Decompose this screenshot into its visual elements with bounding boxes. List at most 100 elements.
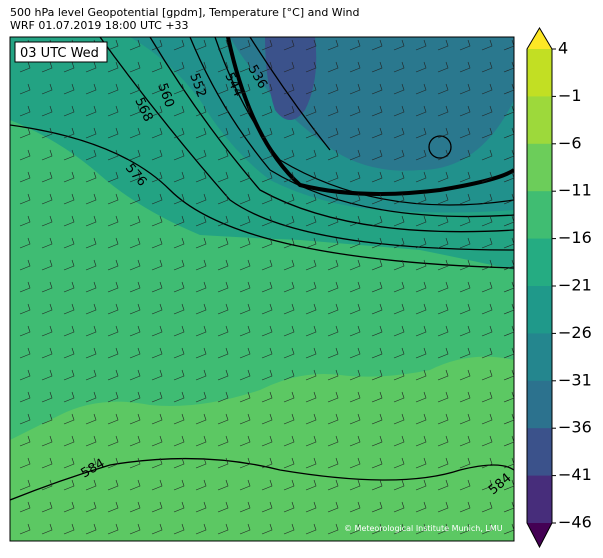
wind-barb	[415, 303, 427, 315]
colorbar-tick-label: −46	[558, 513, 592, 532]
wind-barb	[437, 105, 449, 117]
wind-barb	[327, 347, 339, 359]
wind-barb	[481, 369, 493, 381]
wind-barb	[217, 391, 229, 403]
colorbar-tick-label: −31	[558, 370, 592, 389]
wind-barb	[327, 193, 339, 205]
wind-barb	[239, 61, 251, 73]
wind-barb	[239, 193, 251, 205]
wind-barb	[459, 237, 471, 249]
wind-barb	[195, 193, 207, 205]
wind-barb	[107, 325, 119, 337]
wind-barb	[459, 127, 471, 139]
wind-barb	[173, 325, 185, 337]
wind-barb	[305, 61, 317, 73]
map-frame	[9, 36, 515, 542]
wind-barb	[459, 171, 471, 183]
wind-barb	[63, 237, 75, 249]
wind-barb	[19, 281, 31, 293]
wind-barb	[129, 523, 141, 535]
wind-barb	[371, 303, 383, 315]
wind-barb	[459, 523, 471, 535]
wind-barb	[305, 83, 317, 95]
wind-barb	[415, 237, 427, 249]
wind-barb	[415, 435, 427, 447]
wind-barb	[437, 523, 449, 535]
wind-barb	[371, 523, 383, 535]
wind-barb	[107, 479, 119, 491]
colorbar-band	[527, 333, 552, 382]
wind-barb	[107, 39, 119, 51]
wind-barb	[107, 215, 119, 227]
wind-barb	[393, 149, 405, 161]
wind-barb	[151, 171, 163, 183]
wind-barb	[283, 391, 295, 403]
wind-barb	[217, 83, 229, 95]
wind-barb	[371, 105, 383, 117]
colorbar-band	[527, 143, 552, 192]
wind-barb	[195, 237, 207, 249]
wind-barb	[283, 215, 295, 227]
wind-barb	[437, 479, 449, 491]
wind-barb	[415, 215, 427, 227]
wind-barb	[349, 259, 361, 271]
wind-barb	[261, 435, 273, 447]
wind-barb	[459, 391, 471, 403]
wind-barb	[195, 215, 207, 227]
wind-barb	[63, 61, 75, 73]
wind-barb	[63, 435, 75, 447]
wind-barb	[261, 149, 273, 161]
wind-barb	[151, 259, 163, 271]
wind-barb	[283, 127, 295, 139]
wind-barb	[459, 413, 471, 425]
wind-barb	[393, 39, 405, 51]
colorbar-band	[527, 286, 552, 334]
wind-barb	[107, 61, 119, 73]
wind-barb	[217, 281, 229, 293]
wind-barb	[41, 369, 53, 381]
wind-barb	[85, 237, 97, 249]
wind-barb	[19, 457, 31, 469]
wind-barb	[393, 215, 405, 227]
wind-barb	[217, 369, 229, 381]
wind-barb	[173, 435, 185, 447]
wind-barb	[327, 303, 339, 315]
wind-barb	[349, 215, 361, 227]
wind-barb	[173, 149, 185, 161]
wind-barb	[129, 215, 141, 227]
wind-barb	[481, 105, 493, 117]
wind-barb	[481, 61, 493, 73]
wind-barb	[239, 105, 251, 117]
wind-barb	[305, 303, 317, 315]
wind-barb	[437, 347, 449, 359]
wind-barb	[393, 347, 405, 359]
wind-barb	[371, 457, 383, 469]
wind-barb	[459, 259, 471, 271]
wind-barb	[173, 457, 185, 469]
wind-barb	[129, 127, 141, 139]
wind-barb	[107, 391, 119, 403]
wind-barb	[261, 171, 273, 183]
wind-barb	[349, 193, 361, 205]
wind-barb	[283, 259, 295, 271]
wind-barb	[327, 171, 339, 183]
wind-barb	[327, 435, 339, 447]
wind-barb	[481, 127, 493, 139]
wind-barb	[327, 501, 339, 513]
wind-barb	[327, 61, 339, 73]
wind-barb	[173, 479, 185, 491]
wind-barb	[217, 479, 229, 491]
wind-barb	[195, 347, 207, 359]
wind-barb	[173, 259, 185, 271]
wind-barb	[41, 149, 53, 161]
wind-barb	[19, 193, 31, 205]
wind-barb	[85, 281, 97, 293]
colorbar-band	[527, 49, 552, 97]
credit: © Meteorological Institute Munich, LMU	[344, 524, 503, 533]
wind-barb	[129, 479, 141, 491]
contour-bold	[226, 37, 514, 196]
wind-barb	[481, 171, 493, 183]
wind-barb	[261, 457, 273, 469]
wind-barb	[283, 369, 295, 381]
